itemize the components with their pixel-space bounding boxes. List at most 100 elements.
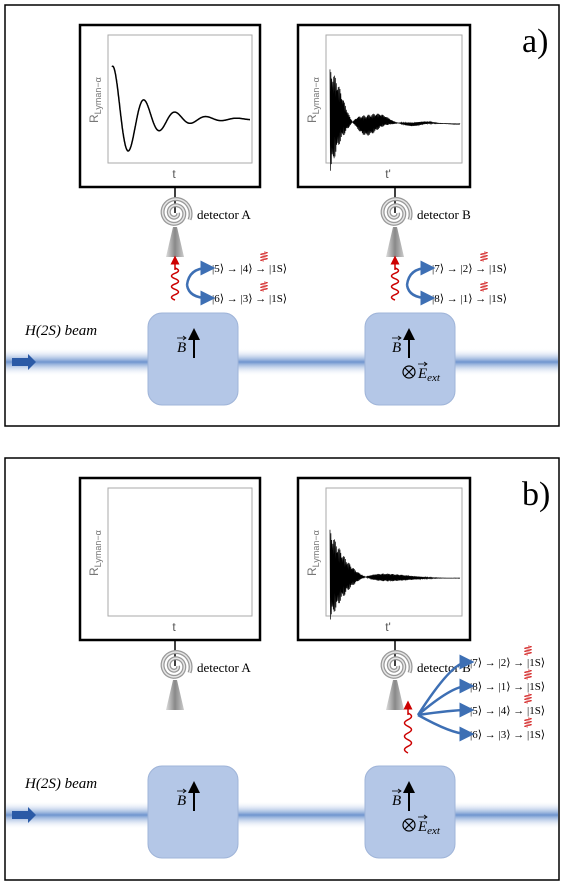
emission-icon	[524, 717, 532, 728]
plot-frame	[78, 476, 262, 642]
emission-icon	[524, 669, 532, 680]
vec-arrow	[418, 814, 428, 820]
transition-arrow	[417, 702, 475, 718]
y-axis-label-main: R	[87, 114, 101, 123]
x-axis-label: t'	[385, 620, 391, 634]
plot-axes	[107, 487, 253, 617]
transition-arrow	[185, 284, 216, 306]
transition: |5⟩ → |4⟩ → |1S⟩	[470, 705, 545, 717]
e-field-sub: ext	[427, 825, 441, 837]
field-box	[147, 312, 239, 406]
y-axis-label-sub: Lyman−α	[93, 530, 103, 567]
beam	[6, 348, 558, 376]
e-field-into	[402, 818, 416, 832]
signal-curve	[329, 69, 461, 171]
transition: |8⟩ → |1⟩ → |1S⟩	[432, 293, 507, 305]
panel-label: a)	[522, 23, 548, 60]
y-axis-label: RLyman−α	[87, 77, 103, 123]
beam-label: H(2S) beam	[24, 323, 97, 339]
b-field-label: B	[177, 340, 186, 356]
x-axis-label: t'	[385, 167, 391, 181]
emission-icon	[480, 251, 488, 262]
b-field-label: B	[392, 793, 401, 809]
vec-arrow	[418, 361, 428, 367]
detector-coil-hi	[381, 651, 412, 678]
vec-arrow	[177, 335, 187, 341]
signal-curve	[111, 65, 250, 152]
transition-arrow	[417, 678, 475, 716]
y-axis-label-sub: Lyman−α	[311, 77, 321, 114]
beam-arrow	[12, 354, 36, 370]
beam-arrow	[12, 807, 36, 823]
transition: |7⟩ → |2⟩ → |1S⟩	[432, 263, 507, 275]
e-field-sub: ext	[427, 372, 441, 384]
beam-label-text: H(2S) beam	[24, 323, 97, 339]
detector-cone	[386, 227, 404, 257]
transition-arrow	[405, 260, 436, 286]
detector-label: detector A	[197, 660, 251, 675]
emission-icon	[524, 645, 532, 656]
transition: |6⟩ → |3⟩ → |1S⟩	[470, 729, 545, 741]
e-field-label: Eext	[417, 819, 441, 837]
detector-cone	[386, 680, 404, 710]
transition-arrow	[417, 713, 475, 742]
emission-icon	[480, 281, 488, 292]
emission-icon	[260, 251, 268, 262]
panel-frame	[4, 4, 560, 427]
e-field-x	[404, 367, 414, 377]
vec-arrow	[392, 788, 402, 794]
beam	[6, 801, 558, 829]
detector-label: detector A	[197, 207, 251, 222]
transition: |6⟩ → |3⟩ → |1S⟩	[212, 293, 287, 305]
photon	[390, 267, 400, 301]
y-axis-label-sub: Lyman−α	[93, 77, 103, 114]
y-axis-label-main: R	[305, 114, 319, 123]
emission-icon	[524, 693, 532, 704]
detector-label: detector B	[417, 660, 471, 675]
vec-arrow	[177, 788, 187, 794]
b-field-label: B	[392, 340, 401, 356]
photon	[170, 267, 180, 301]
transition: |7⟩ → |2⟩ → |1S⟩	[470, 657, 545, 669]
detector-label: detector B	[417, 207, 471, 222]
signal-curve	[329, 529, 461, 620]
detector-coil-hi	[161, 651, 192, 678]
detector-coil-hi	[381, 198, 412, 225]
y-axis-label: RLyman−α	[305, 530, 321, 576]
detector-cone	[166, 680, 184, 710]
beam-label-text: H(2S) beam	[24, 776, 97, 792]
y-axis-label-main: R	[87, 567, 101, 576]
e-field-into	[402, 365, 416, 379]
plot-axes	[325, 487, 463, 617]
panel-frame	[4, 457, 560, 881]
field-box	[364, 312, 456, 406]
y-axis-label: RLyman−α	[305, 77, 321, 123]
field-box	[364, 765, 456, 859]
e-field-main: E	[417, 819, 427, 835]
beam-label: H(2S) beam	[24, 776, 97, 792]
b-field-label: B	[177, 793, 186, 809]
y-axis-label-sub: Lyman−α	[311, 530, 321, 567]
panel-label: b)	[522, 476, 550, 513]
detector-coil-hi	[161, 198, 192, 225]
photon	[403, 712, 413, 754]
plot-axes	[107, 34, 253, 164]
e-field-main: E	[417, 366, 427, 382]
x-axis-label: t	[172, 620, 176, 634]
y-axis-label: RLyman−α	[87, 530, 103, 576]
transition-arrow	[405, 284, 436, 306]
emission-icon	[260, 281, 268, 292]
plot-axes	[325, 34, 463, 164]
y-axis-label-main: R	[305, 567, 319, 576]
e-field-x	[404, 820, 414, 830]
plot-frame	[296, 476, 472, 642]
field-box	[147, 765, 239, 859]
plot-frame	[296, 23, 472, 189]
plot-frame	[78, 23, 262, 189]
e-field-label: Eext	[417, 366, 441, 384]
transition: |5⟩ → |4⟩ → |1S⟩	[212, 263, 287, 275]
x-axis-label: t	[172, 167, 176, 181]
detector-cone	[166, 227, 184, 257]
transition: |8⟩ → |1⟩ → |1S⟩	[470, 681, 545, 693]
